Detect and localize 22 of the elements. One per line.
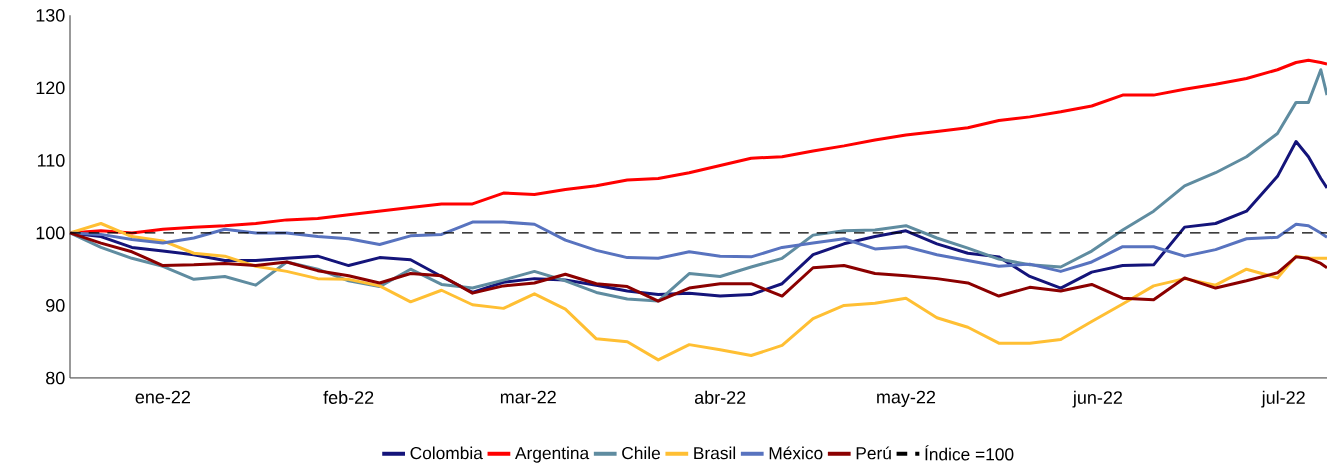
x-tick-label: may-22 (877, 390, 936, 408)
legend-label: Argentina (515, 446, 590, 463)
x-tick-label: ene-22 (135, 390, 190, 404)
line-series (68, 231, 1327, 303)
x-tick-label: jun-22 (1072, 390, 1123, 408)
x-tick-label: feb-22 (323, 390, 374, 404)
y-tick-label: 100 (36, 226, 65, 240)
legend-label: Índice =100 (925, 445, 1014, 461)
y-tick-label: 80 (46, 371, 65, 385)
x-tick-label: abr-22 (694, 390, 746, 404)
y-tick-label: 110 (37, 154, 65, 167)
line-series (68, 220, 1327, 273)
legend-label: Brasil (694, 446, 736, 460)
legend-label: Colombia (410, 446, 483, 460)
x-tick-label: jul-22 (1261, 390, 1305, 408)
y-tick-label: 130 (36, 8, 65, 22)
x-tick-label: mar-22 (500, 390, 556, 404)
legend-label: Chile (622, 446, 660, 460)
legend-label: Perú (856, 446, 891, 460)
y-tick-label: 90 (46, 299, 65, 312)
legend-label: México (769, 446, 823, 460)
y-tick-label: 120 (36, 81, 65, 95)
